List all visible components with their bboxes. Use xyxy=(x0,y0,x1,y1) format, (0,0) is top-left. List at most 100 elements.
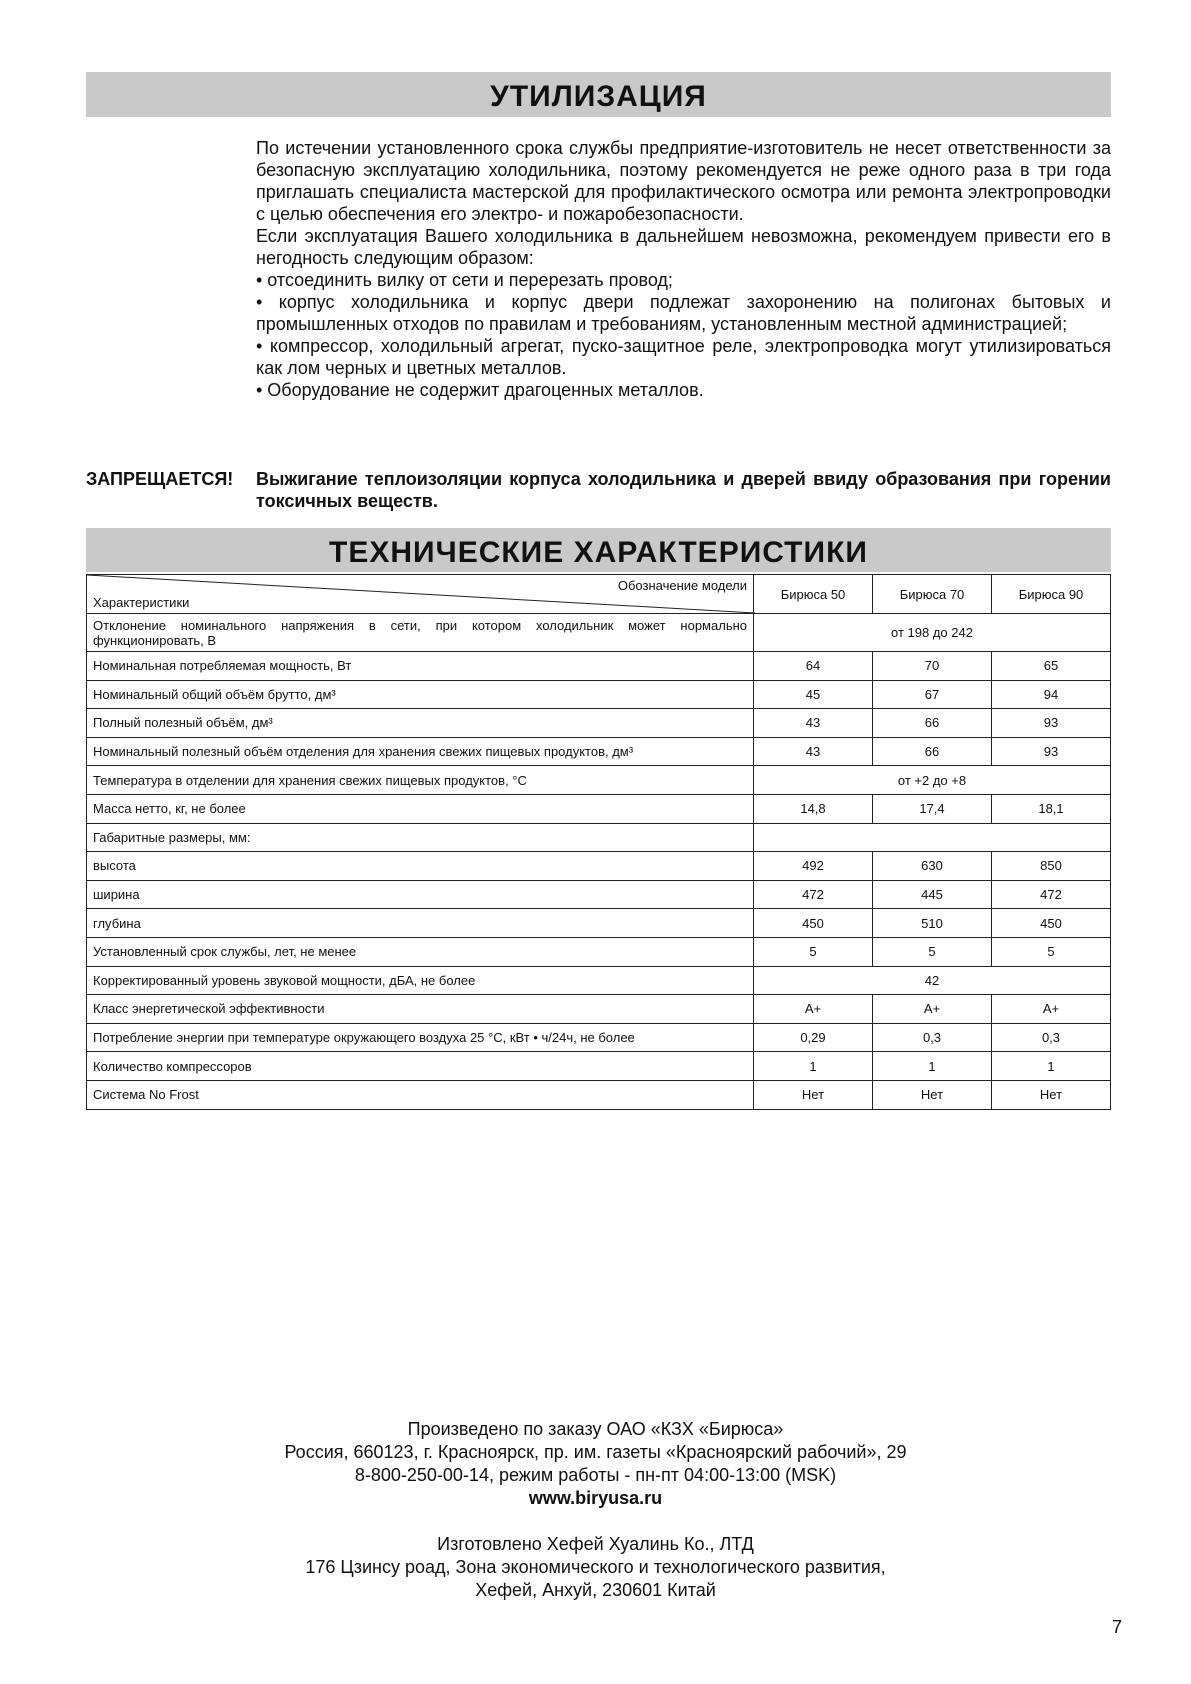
cell-value: 45 xyxy=(753,679,873,710)
cell-value: 630 xyxy=(872,851,992,881)
utilization-text: По истечении установленного срока службы… xyxy=(256,137,1111,401)
cell-value: A+ xyxy=(753,994,873,1024)
header-model-label: Обозначение модели xyxy=(617,578,747,593)
row-label: Установленный срок службы, лет, не менее xyxy=(86,936,754,967)
cell-value: 94 xyxy=(991,679,1111,710)
table-row: Номинальный полезный объём отделения для… xyxy=(86,736,1111,767)
list-item: • компрессор, холодильный агрегат, пуско… xyxy=(256,336,1111,378)
section-title-utilization: УТИЛИЗАЦИЯ xyxy=(86,72,1111,117)
model-header: Бирюса 70 xyxy=(872,574,992,614)
merged-value: от 198 до 242 xyxy=(753,613,1111,652)
row-label: Количество компрессоров xyxy=(86,1051,754,1081)
cell-value: 1 xyxy=(872,1051,992,1081)
row-label: Номинальный полезный объём отделения для… xyxy=(86,736,754,767)
footer-line: Произведено по заказу ОАО «КЗХ «Бирюса» xyxy=(407,1419,784,1439)
merged-value: от +2 до +8 xyxy=(753,765,1111,795)
table-row: Температура в отделении для хранения све… xyxy=(86,765,1111,795)
row-label: Номинальный общий объём брутто, дм³ xyxy=(86,679,754,710)
cell-value: 850 xyxy=(991,851,1111,881)
table-row: Номинальный общий объём брутто, дм³ 45 67 9… xyxy=(86,679,1111,710)
cell-value: 66 xyxy=(872,736,992,767)
row-label: глубина xyxy=(86,908,754,938)
cell-value: 0,29 xyxy=(753,1022,873,1053)
table-row: глубина 450 510 450 xyxy=(86,908,1111,938)
cell-value: 492 xyxy=(753,851,873,881)
page-number: 7 xyxy=(1112,1617,1123,1637)
cell-value: 445 xyxy=(872,879,992,910)
table-row: Потребление энергии при температуре окру… xyxy=(86,1022,1111,1053)
header-diagonal-cell: Обозначение модели Характеристики xyxy=(86,574,755,614)
row-label: ширина xyxy=(86,879,754,910)
cell-value: 1 xyxy=(991,1051,1111,1081)
row-label: Масса нетто, кг, не более xyxy=(86,793,754,824)
table-row: Установленный срок службы, лет, не менее… xyxy=(86,936,1111,967)
footer-line: Россия, 660123, г. Красноярск, пр. им. г… xyxy=(284,1442,907,1462)
row-label: Номинальная потребляемая мощность, Вт xyxy=(86,651,754,681)
table-row: высота 492 630 850 xyxy=(86,851,1111,881)
merged-value xyxy=(753,822,1111,853)
row-label: Система No Frost xyxy=(86,1079,754,1110)
footer: Произведено по заказу ОАО «КЗХ «Бирюса» … xyxy=(0,1418,1191,1602)
cell-value: 43 xyxy=(753,736,873,767)
list-item: • отсоединить вилку от сети и перерезать… xyxy=(256,270,673,290)
cell-value: 43 xyxy=(753,708,873,738)
paragraph: По истечении установленного срока службы… xyxy=(256,138,1111,224)
cell-value: 510 xyxy=(872,908,992,938)
cell-value: 5 xyxy=(872,936,992,967)
row-label: Габаритные размеры, мм: xyxy=(86,822,754,853)
cell-value: 93 xyxy=(991,708,1111,738)
table-row: Габаритные размеры, мм: xyxy=(86,822,1111,853)
table-row: Отклонение номинального напряжения в сет… xyxy=(86,613,1111,652)
list-item: • корпус холодильника и корпус двери под… xyxy=(256,292,1111,334)
cell-value: 472 xyxy=(753,879,873,910)
cell-value: 5 xyxy=(991,936,1111,967)
merged-value: 42 xyxy=(753,965,1111,996)
cell-value: 1 xyxy=(753,1051,873,1081)
row-label: Корректированный уровень звуковой мощнос… xyxy=(86,965,754,996)
cell-value: Нет xyxy=(753,1079,873,1110)
cell-value: 450 xyxy=(753,908,873,938)
cell-value: Нет xyxy=(872,1079,992,1110)
table-row: Масса нетто, кг, не более 14,8 17,4 18,1 xyxy=(86,793,1111,824)
table-row: Корректированный уровень звуковой мощнос… xyxy=(86,965,1111,996)
cell-value: A+ xyxy=(991,994,1111,1024)
warning-text: Выжигание теплоизоляции корпуса холодиль… xyxy=(256,469,1111,511)
specs-table: Обозначение модели Характеристики Бирюса 5… xyxy=(86,574,1111,1110)
cell-value: 472 xyxy=(991,879,1111,910)
section-title-specs: ТЕХНИЧЕСКИЕ ХАРАКТЕРИСТИКИ xyxy=(86,528,1111,572)
cell-value: 450 xyxy=(991,908,1111,938)
cell-value: Нет xyxy=(991,1079,1111,1110)
website-link[interactable]: www.biryusa.ru xyxy=(528,1488,663,1508)
row-label: высота xyxy=(86,851,754,881)
table-row: Количество компрессоров 1 1 1 xyxy=(86,1051,1111,1081)
cell-value: 70 xyxy=(872,651,992,681)
cell-value: 64 xyxy=(753,651,873,681)
diagonal-line xyxy=(87,575,755,613)
cell-value: 14,8 xyxy=(753,793,873,824)
cell-value: 0,3 xyxy=(991,1022,1111,1053)
row-label: Полный полезный объём, дм³ xyxy=(86,708,754,738)
row-label: Потребление энергии при температуре окру… xyxy=(86,1022,754,1053)
cell-value: A+ xyxy=(872,994,992,1024)
header-char-label: Характеристики xyxy=(93,595,190,610)
cell-value: 66 xyxy=(872,708,992,738)
model-header: Бирюса 90 xyxy=(991,574,1111,614)
table-row: Номинальная потребляемая мощность, Вт 64 7… xyxy=(86,651,1111,681)
footer-line: Хефей, Анхуй, 230601 Китай xyxy=(475,1580,716,1600)
paragraph: Если эксплуатация Вашего холодильника в … xyxy=(256,226,1111,268)
cell-value: 67 xyxy=(872,679,992,710)
footer-line: Изготовлено Хефей Хуалинь Ко., ЛТД xyxy=(437,1534,754,1554)
row-label: Температура в отделении для хранения све… xyxy=(86,765,754,795)
table-header-row: Обозначение модели Характеристики Бирюса 5… xyxy=(86,574,1111,614)
list-item: • Оборудование не содержит драгоценных м… xyxy=(256,380,704,400)
model-header: Бирюса 50 xyxy=(753,574,873,614)
cell-value: 18,1 xyxy=(991,793,1111,824)
footer-line: 8-800-250-00-14, режим работы - пн-пт 04… xyxy=(354,1465,837,1485)
table-row: Система No Frost Нет Нет Нет xyxy=(86,1079,1111,1110)
table-row: Полный полезный объём, дм³ 43 66 93 xyxy=(86,708,1111,738)
warning-label: ЗАПРЕЩАЕТСЯ! xyxy=(86,469,234,489)
cell-value: 93 xyxy=(991,736,1111,767)
cell-value: 65 xyxy=(991,651,1111,681)
cell-value: 5 xyxy=(753,936,873,967)
